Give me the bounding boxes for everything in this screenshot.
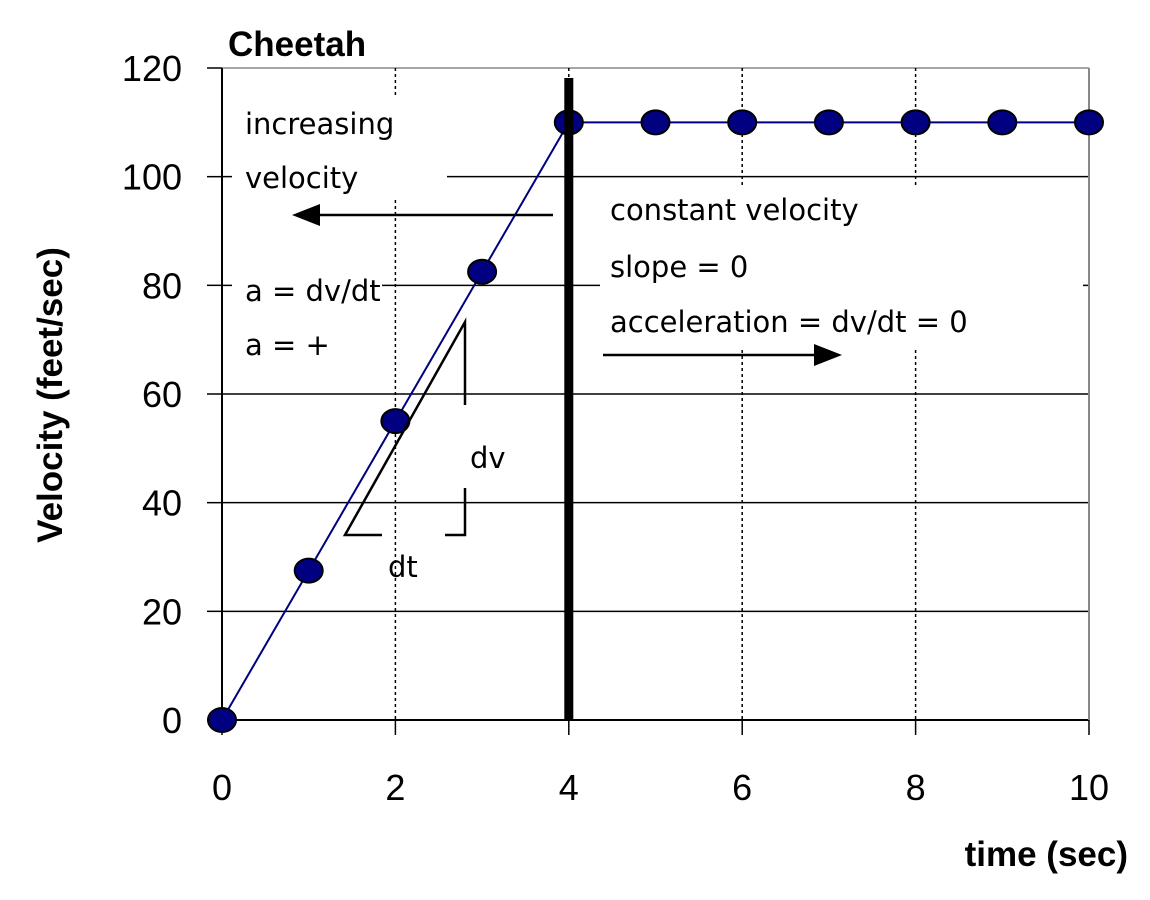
- annotation-slope-zero: slope = 0: [610, 250, 748, 284]
- annotation-box-right: [600, 188, 1083, 348]
- right-arrow: [603, 344, 842, 366]
- annotation-box-left: [232, 95, 447, 200]
- data-point: [727, 109, 758, 136]
- ticks: 0 20 40 60 80 100 120 0 2 4 6 8 10: [122, 48, 1109, 808]
- series: [207, 109, 1104, 733]
- data-point: [900, 109, 931, 136]
- data-point: [293, 557, 324, 584]
- data-point: [467, 258, 498, 285]
- x-tick-label: 0: [212, 767, 232, 808]
- slope-triangle: [342, 317, 467, 537]
- y-tick-label: 120: [122, 48, 182, 89]
- annotation-increasing: increasing: [245, 107, 394, 141]
- y-tick-label: 40: [142, 483, 182, 524]
- annotation-a-eq-dvdt: a = dv/dt: [245, 274, 381, 308]
- annotation-dt: dt: [388, 550, 418, 584]
- x-axis-label: time (sec): [965, 835, 1128, 874]
- y-tick-label: 100: [122, 157, 182, 198]
- annotation-velocity: velocity: [245, 161, 358, 195]
- y-tick-label: 60: [142, 374, 182, 415]
- y-tick-label: 20: [142, 591, 182, 632]
- annotation-box-left-eq: [232, 265, 382, 370]
- data-point: [207, 707, 237, 733]
- x-tick-label: 2: [385, 767, 405, 808]
- y-axis-label: Velocity (feet/sec): [31, 247, 70, 543]
- annotation-dv: dv: [470, 441, 506, 475]
- data-point: [987, 109, 1018, 136]
- annotation-a-positive: a = +: [245, 328, 330, 362]
- x-tick-label: 8: [906, 767, 926, 808]
- chart-title: Cheetah: [228, 25, 366, 64]
- annotation-constant-velocity: constant velocity: [610, 193, 859, 227]
- y-tick-label: 0: [162, 700, 182, 741]
- x-tick-label: 4: [559, 767, 579, 808]
- data-point: [1074, 109, 1104, 136]
- data-point: [640, 109, 671, 136]
- annotation-acceleration-zero: acceleration = dv/dt = 0: [610, 305, 968, 339]
- left-arrow: [292, 204, 553, 226]
- data-point: [813, 109, 844, 136]
- x-tick-label: 6: [732, 767, 752, 808]
- x-tick-label: 10: [1069, 767, 1109, 808]
- y-tick-label: 80: [142, 265, 182, 306]
